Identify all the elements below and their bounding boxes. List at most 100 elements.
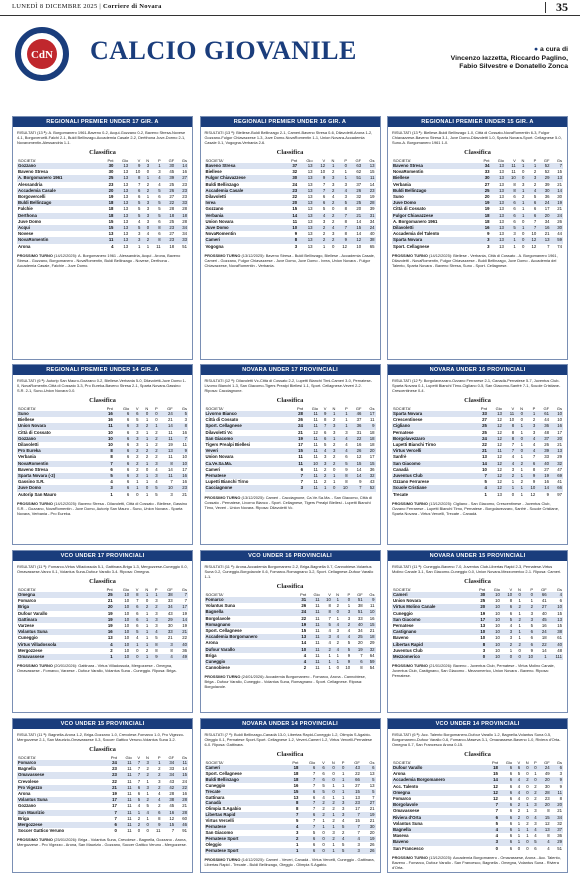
table-row: Trecate 15 6 5 0 1 15 5 — [204, 788, 376, 795]
stat-cell: 10 — [509, 417, 515, 423]
team-name: NovaRomentin — [17, 237, 101, 244]
stat-cell: 10 — [336, 485, 349, 492]
stat-cell: 13 — [298, 225, 314, 232]
stat-cell: 41 — [557, 479, 562, 485]
table-header-row: SOCIETA' Pnt Gio V N P GF Gs — [205, 405, 376, 411]
team-name: Omegna — [17, 592, 98, 599]
box-title: REGIONALI PREMIER UNDER 17 GIR. A — [13, 117, 192, 127]
stat-cell: 9 — [294, 231, 298, 237]
team-name: Verbania — [204, 212, 284, 219]
stat-cell: 1 — [513, 827, 522, 834]
stat-cell: 11 — [370, 603, 375, 609]
stat-cell: 7 — [511, 442, 515, 448]
stat-cell: 20 — [537, 802, 551, 809]
stat-cell: 23 — [161, 237, 176, 244]
next-round-text: PROSSIMO TURNO (14/12/2025): Biellese - … — [388, 250, 567, 271]
team-name: Arona — [18, 791, 31, 797]
table-row: Pernatese 25 12 8 1 3 48 17 — [392, 430, 563, 436]
stat-cell: 0 — [515, 435, 525, 443]
stat-cell: 38 — [158, 592, 174, 599]
stat-cell: 6 — [534, 845, 537, 851]
stat-cell: 13 — [480, 623, 486, 629]
stat-cell: 16 — [476, 225, 491, 232]
team-name: Pernatese — [393, 429, 414, 435]
stat-cell: 6 — [524, 460, 537, 467]
next-round-label: PROSSIMO TURNO — [204, 856, 241, 862]
column-header: P — [341, 759, 345, 765]
stat-cell: 2 — [326, 200, 336, 207]
stat-cell: 1 — [534, 654, 548, 661]
table-row: Sport. Cellagnese 18 7 6 0 1 22 13 — [205, 771, 376, 777]
credits-line2: Fabio Silvestre e Donatello Zonca — [459, 63, 568, 71]
stat-cell: 4 — [158, 181, 161, 187]
column-header: Pnt — [480, 405, 487, 411]
stat-cell: 11 — [100, 237, 115, 244]
stat-cell: 5 — [132, 797, 142, 804]
stat-cell: 1 — [521, 802, 530, 809]
table-row: Pernatese 7 11 2 1 8 14 32 — [204, 473, 376, 480]
next-round-label: PROSSIMO TURNO — [392, 663, 428, 669]
stat-cell: 26 — [298, 417, 303, 423]
stat-cell: 22 — [348, 435, 363, 443]
table-row: NovaRomentin 7 6 2 1 3 8 10 — [17, 460, 188, 467]
stat-cell: 0 — [526, 783, 529, 789]
table-row: Mergozzese 6 11 2 0 9 15 46 — [17, 822, 188, 829]
stat-cell: 10 — [482, 466, 487, 472]
team-name: Varzese — [18, 623, 35, 629]
table-row: Buldi Bellinzago 25 13 8 1 4 30 14 — [392, 187, 563, 195]
stat-cell: 3 — [130, 435, 140, 443]
stat-cell: 36 — [557, 833, 562, 839]
stat-cell: 3 — [97, 485, 114, 492]
stat-cell: 3 — [137, 231, 141, 237]
team-name: Biellese — [392, 175, 477, 182]
stat-cell: 19 — [108, 194, 114, 200]
classifica-title: Classifica — [276, 583, 304, 590]
team-name: Suno — [17, 411, 98, 418]
stat-cell: 13 — [490, 175, 505, 182]
team-name: Maseva — [393, 833, 409, 839]
stat-cell: 6 — [126, 454, 130, 460]
stat-cell: 3 — [345, 847, 361, 854]
stat-cell: 13 — [307, 194, 313, 200]
stat-cell: 23 — [108, 181, 114, 187]
results-text: RISULTATI (13 ª): A. Borgomanero 1961-Ba… — [17, 130, 186, 145]
stat-cell: 0 — [114, 828, 117, 834]
column-header: Gio — [308, 759, 316, 765]
stat-cell: 13 — [293, 634, 308, 641]
column-header: Gio — [121, 157, 129, 163]
stat-cell: 3 — [335, 812, 346, 819]
column-header: SOCIETA' — [18, 405, 37, 411]
stat-cell: 7 — [318, 423, 328, 430]
table-row: Trecate 1 13 0 1 12 9 97 — [392, 492, 563, 498]
table-header-row: SOCIETA' Pnt Gio V N P GF Gs — [17, 405, 188, 411]
team-name: Biellese — [18, 417, 35, 423]
stat-cell: 7 — [137, 181, 141, 187]
team-name: Città di Cossato — [18, 429, 51, 435]
stat-cell: 6 — [316, 776, 326, 783]
stat-cell: 20 — [362, 448, 376, 455]
column-header: N — [146, 157, 150, 163]
stat-cell: 6 — [498, 765, 514, 772]
stat-cell: 39 — [536, 448, 551, 455]
stat-cell: 11 — [303, 473, 319, 480]
column-header: P — [154, 586, 158, 592]
stat-cell: 20 — [550, 435, 563, 443]
stat-cell: 21 — [167, 635, 173, 641]
team-name: Briga — [17, 604, 98, 611]
stat-cell: 3 — [149, 616, 159, 624]
stat-cell: 10 — [495, 635, 500, 641]
stat-cell: 2 — [146, 766, 149, 772]
stat-cell: 5 — [533, 194, 537, 200]
column-header: Gs — [369, 405, 375, 411]
stat-cell: 8 — [345, 479, 348, 485]
stat-cell: 44 — [544, 417, 550, 423]
stat-cell: 10 — [124, 598, 130, 604]
stat-cell: 21 — [369, 806, 375, 812]
stat-cell: 10 — [495, 623, 500, 629]
stat-cell: 33 — [158, 629, 174, 636]
stat-cell: 2 — [137, 815, 141, 821]
stat-cell: 37 — [283, 163, 299, 170]
stat-cell: 54 — [369, 665, 375, 671]
table-row: Union Novara 11 11 3 2 6 12 17 — [205, 454, 376, 460]
stat-cell: 0 — [521, 218, 525, 224]
